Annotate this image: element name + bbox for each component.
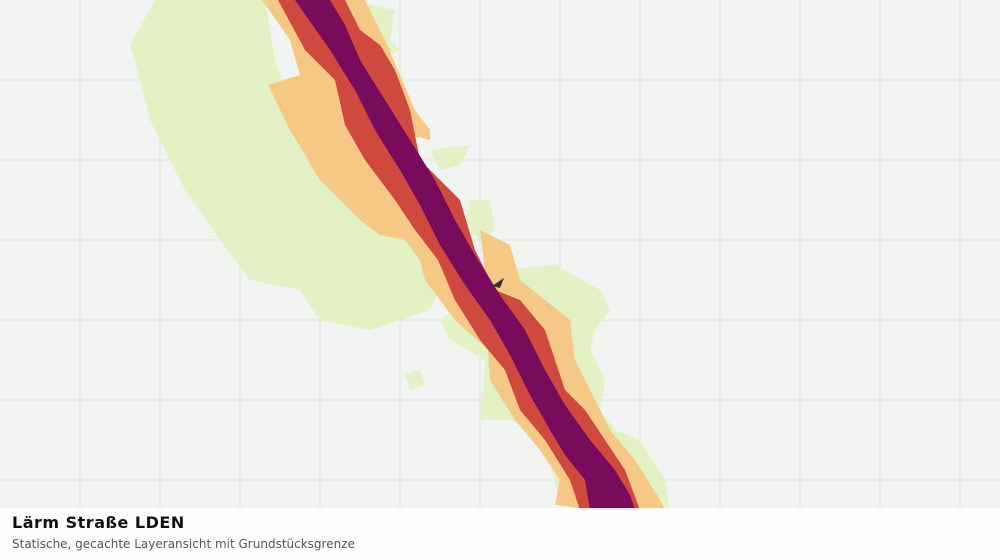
title: Lärm Straße LDEN [12,513,185,532]
caption-panel: Lärm Straße LDEN Statische, gecachte Lay… [0,508,1000,560]
subtitle: Statische, gecachte Layeransicht mit Gru… [12,537,355,551]
marker [492,278,504,288]
noise-zone-very-high [295,0,635,510]
